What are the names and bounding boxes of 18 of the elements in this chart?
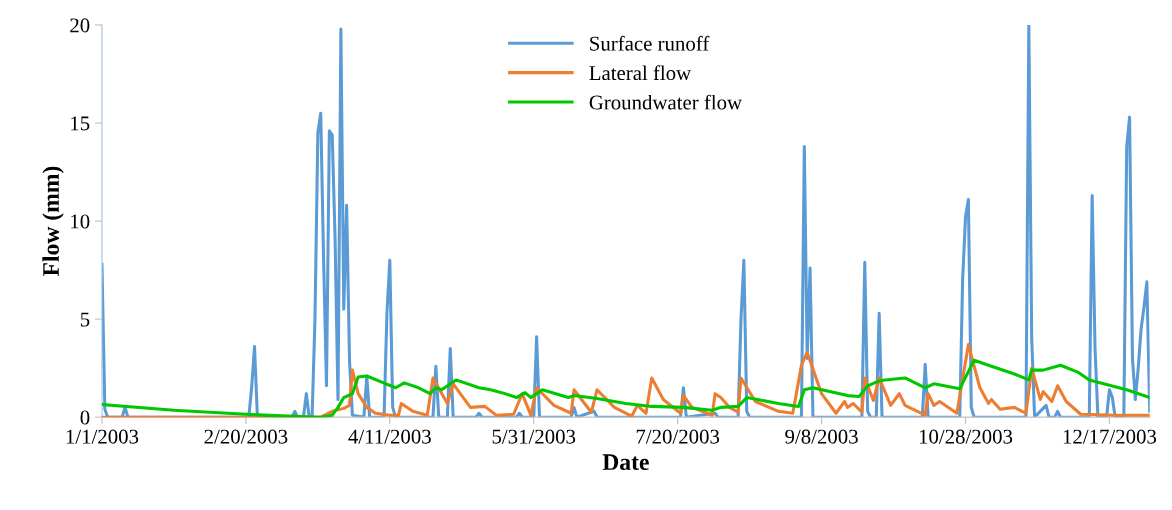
legend-label: Lateral flow bbox=[589, 65, 692, 81]
x-tick-label: 4/11/2003 bbox=[348, 429, 431, 444]
y-tick-label: 5 bbox=[80, 312, 90, 327]
x-tick-label: 10/28/2003 bbox=[919, 429, 1013, 444]
x-tick-label: 1/1/2003 bbox=[66, 429, 139, 444]
x-tick-label: 9/8/2003 bbox=[785, 429, 858, 444]
legend-label: Surface runoff bbox=[590, 35, 710, 51]
x-axis-title: Date bbox=[602, 454, 649, 471]
y-tick-label: 15 bbox=[71, 116, 90, 131]
y-tick-label: 0 bbox=[80, 410, 90, 425]
x-tick-label: 12/17/2003 bbox=[1063, 429, 1157, 444]
x-tick-label: 5/31/2003 bbox=[492, 429, 576, 444]
legend-label: Groundwater flow bbox=[589, 94, 742, 110]
x-tick-label: 2/20/2003 bbox=[204, 429, 288, 444]
y-axis-title: Flow (mm) bbox=[42, 166, 64, 277]
y-tick-label: 20 bbox=[70, 18, 90, 33]
y-tick-label: 10 bbox=[71, 214, 90, 229]
x-tick-label: 7/20/2003 bbox=[636, 429, 720, 444]
